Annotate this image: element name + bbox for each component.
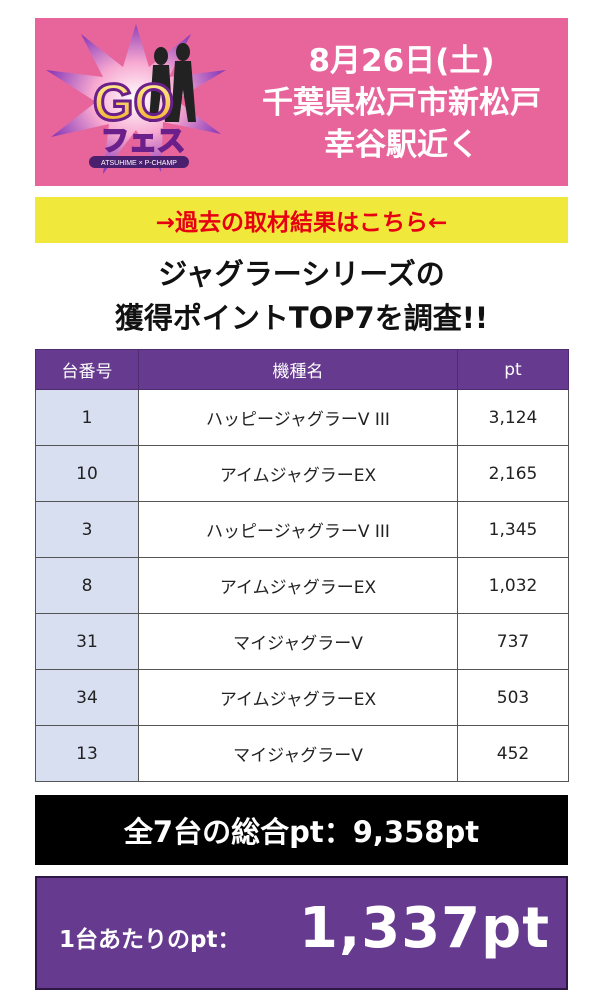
event-date: 8月26日(土)	[308, 43, 495, 79]
machine-number-cell: 8	[35, 557, 139, 614]
machine-name-cell: アイムジャグラーEX	[138, 557, 458, 614]
pt-cell: 503	[457, 669, 569, 726]
headline-line-2: 獲得ポイントTOP7を調査!!	[114, 301, 489, 335]
svg-text:ATSUHIME × P-CHAMP: ATSUHIME × P-CHAMP	[101, 160, 177, 167]
column-header-pt: pt	[457, 349, 569, 390]
total-points-bar: 全7台の総合pt：9,358pt	[35, 795, 568, 865]
average-points-value: 1,337pt	[299, 896, 550, 961]
machine-number-cell: 10	[35, 445, 139, 502]
results-table: 台番号 機種名 pt 1 ハッピージャグラーV III 3,124 10 アイム…	[35, 349, 569, 782]
column-header-machine-name: 機種名	[138, 349, 458, 390]
table-row: 13 マイジャグラーV 452	[35, 725, 569, 782]
column-header-machine-number: 台番号	[35, 349, 139, 390]
table-row: 1 ハッピージャグラーV III 3,124	[35, 389, 569, 446]
average-points-label: 1台あたりのpt：	[59, 927, 241, 953]
past-results-link[interactable]: →過去の取材結果はこちら←	[35, 197, 568, 243]
event-station: 幸谷駅近く	[324, 127, 479, 163]
table-row: 10 アイムジャグラーEX 2,165	[35, 445, 569, 502]
event-info: 8月26日(土) 千葉県松戸市新松戸 幸谷駅近く	[235, 28, 568, 178]
page-headline: ジャグラーシリーズの 獲得ポイントTOP7を調査!!	[35, 252, 568, 344]
machine-name-cell: アイムジャグラーEX	[138, 445, 458, 502]
headline-line-1: ジャグラーシリーズの	[158, 257, 445, 291]
machine-name-cell: マイジャグラーV	[138, 613, 458, 670]
table-row: 34 アイムジャグラーEX 503	[35, 669, 569, 726]
pt-cell: 2,165	[457, 445, 569, 502]
average-points-bar: 1台あたりのpt： 1,337pt	[35, 876, 568, 990]
table-row: 31 マイジャグラーV 737	[35, 613, 569, 670]
go-fes-logo: GO フェス ATSUHIME × P-CHAMP	[46, 24, 226, 174]
table-header-row: 台番号 機種名 pt	[35, 349, 569, 390]
machine-number-cell: 31	[35, 613, 139, 670]
pt-cell: 3,124	[457, 389, 569, 446]
machine-number-cell: 34	[35, 669, 139, 726]
pt-cell: 1,345	[457, 501, 569, 558]
machine-name-cell: マイジャグラーV	[138, 725, 458, 782]
total-points-text: 全7台の総合pt：9,358pt	[123, 815, 480, 849]
machine-name-cell: ハッピージャグラーV III	[138, 501, 458, 558]
machine-number-cell: 13	[35, 725, 139, 782]
pt-cell: 452	[457, 725, 569, 782]
event-place: 千葉県松戸市新松戸	[262, 85, 541, 121]
machine-name-cell: ハッピージャグラーV III	[138, 389, 458, 446]
machine-name-cell: アイムジャグラーEX	[138, 669, 458, 726]
svg-text:GO: GO	[93, 74, 174, 132]
svg-text:フェス: フェス	[101, 124, 185, 157]
event-banner: GO フェス ATSUHIME × P-CHAMP 8月26日(土) 千葉県松戸…	[35, 18, 568, 186]
table-row: 8 アイムジャグラーEX 1,032	[35, 557, 569, 614]
table-row: 3 ハッピージャグラーV III 1,345	[35, 501, 569, 558]
machine-number-cell: 1	[35, 389, 139, 446]
pt-cell: 737	[457, 613, 569, 670]
pt-cell: 1,032	[457, 557, 569, 614]
machine-number-cell: 3	[35, 501, 139, 558]
